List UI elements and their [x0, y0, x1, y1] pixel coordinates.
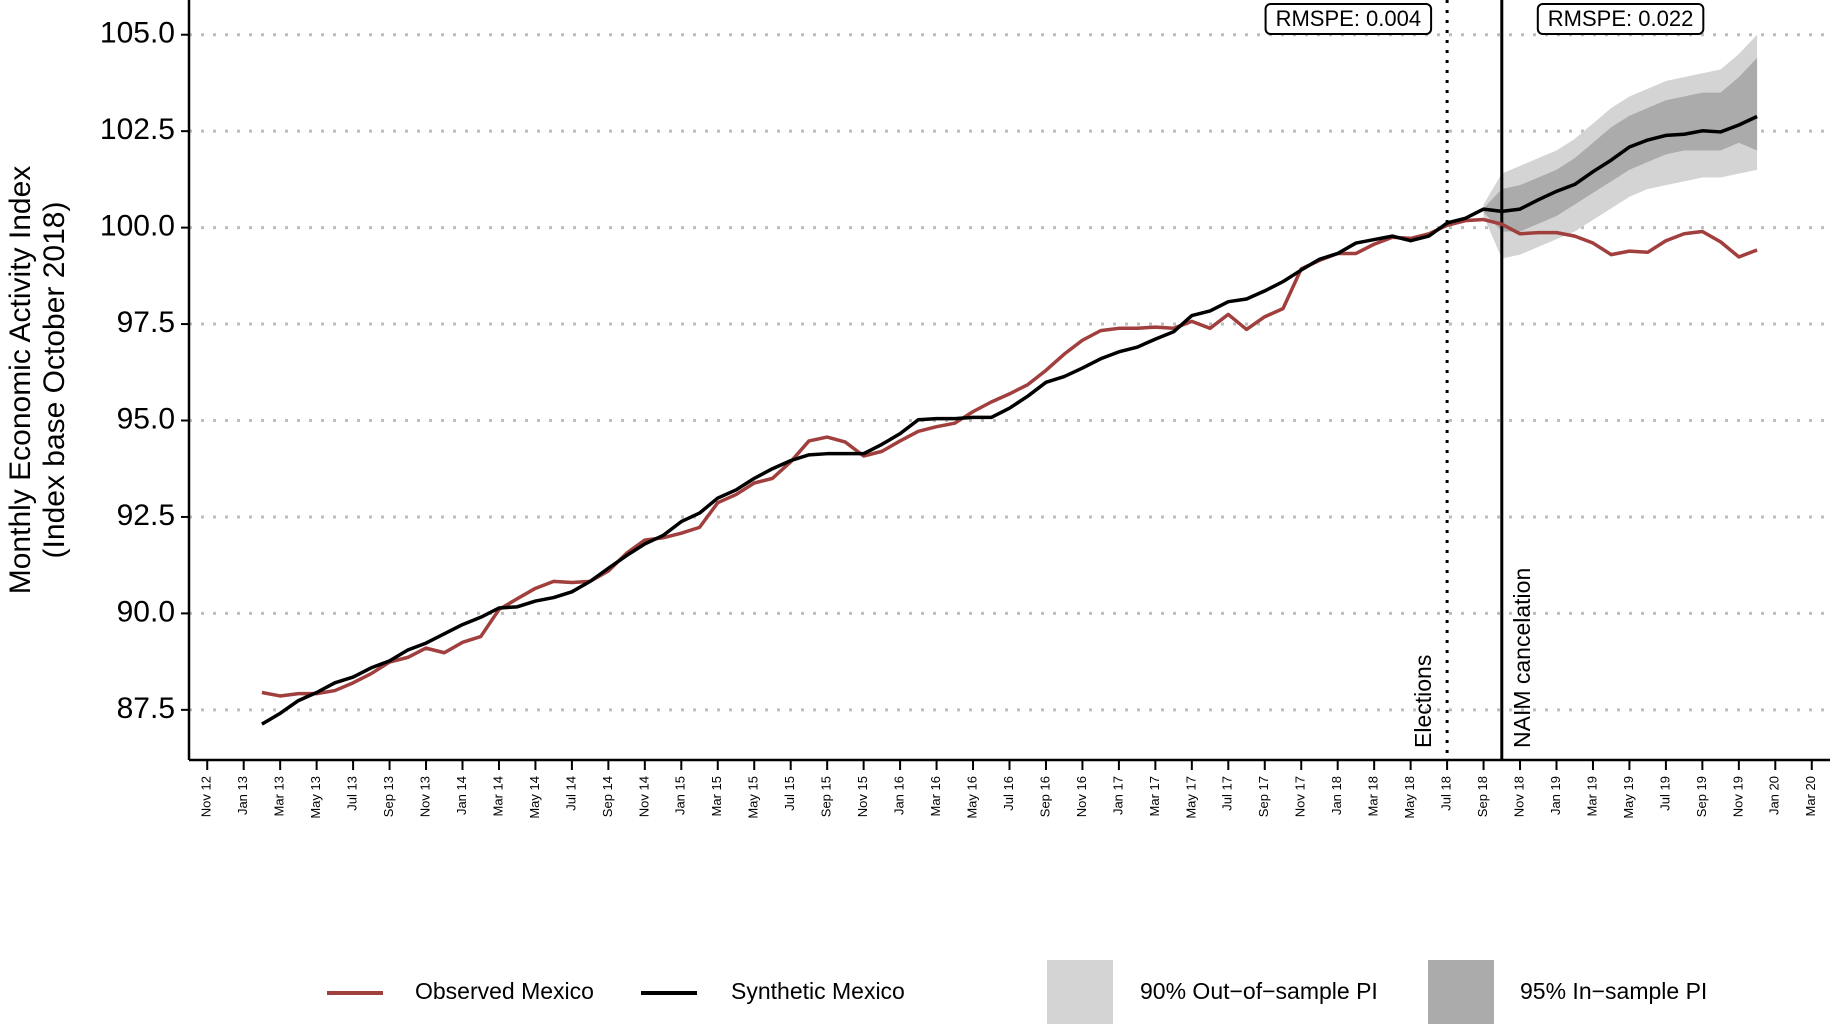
event-label: NAIM cancelation [1509, 568, 1535, 748]
x-tick-label: Sep 19 [1694, 776, 1709, 817]
x-tick-label: Sep 14 [600, 776, 615, 817]
x-tick-label: Jan 16 [892, 776, 907, 815]
rmspe-box: RMSPE: 0.022 [1536, 3, 1705, 35]
y-tick-label: 95.0 [117, 402, 175, 435]
x-tick-label: Jul 15 [782, 776, 797, 811]
x-tick-label: May 18 [1402, 776, 1417, 819]
legend-swatch [1047, 960, 1113, 1024]
legend-label: Observed Mexico [415, 978, 594, 1004]
x-tick-label: Mar 18 [1366, 776, 1381, 816]
y-tick-label: 102.5 [100, 113, 175, 146]
x-tick-label: Nov 17 [1293, 776, 1308, 817]
x-tick-label: Jan 18 [1329, 776, 1344, 815]
legend-swatch [1428, 960, 1494, 1024]
x-tick-label: May 14 [527, 776, 542, 819]
x-tick-label: Mar 15 [709, 776, 724, 816]
x-tick-label: Jul 16 [1001, 776, 1016, 811]
x-tick-label: Sep 13 [381, 776, 396, 817]
legend-label: 90% Out−of−sample PI [1140, 978, 1378, 1004]
x-tick-label: May 17 [1183, 776, 1198, 819]
x-tick-label: Mar 14 [490, 776, 505, 816]
y-tick-label: 92.5 [117, 499, 175, 532]
x-tick-label: Mar 17 [1147, 776, 1162, 816]
x-tick-label: Nov 18 [1511, 776, 1526, 817]
y-axis-title: (Index base October 2018) [38, 202, 71, 559]
x-tick-label: Mar 20 [1803, 776, 1818, 816]
x-tick-label: Jul 14 [563, 776, 578, 811]
event-label: Elections [1410, 655, 1436, 748]
x-tick-label: Jan 20 [1767, 776, 1782, 815]
x-tick-label: Nov 16 [1074, 776, 1089, 817]
rmspe-label: RMSPE: 0.022 [1548, 6, 1694, 31]
y-axis-title: Monthly Economic Activity Index [4, 166, 37, 595]
x-tick-label: Sep 17 [1256, 776, 1271, 817]
x-tick-label: Nov 19 [1730, 776, 1745, 817]
y-tick-label: 105.0 [100, 17, 175, 50]
legend-label: Synthetic Mexico [731, 978, 905, 1004]
x-tick-label: May 19 [1621, 776, 1636, 819]
x-tick-label: Jan 14 [454, 776, 469, 815]
x-tick-label: Sep 15 [819, 776, 834, 817]
series-line [261, 217, 1758, 698]
interval-band [1483, 57, 1758, 232]
x-tick-label: Jul 17 [1220, 776, 1235, 811]
x-tick-label: Jan 15 [673, 776, 688, 815]
x-tick-label: Nov 14 [636, 776, 651, 817]
x-tick-label: Jul 13 [345, 776, 360, 811]
x-tick-label: Jan 13 [235, 776, 250, 815]
x-tick-label: Nov 13 [417, 776, 432, 817]
x-tick-label: Jan 17 [1110, 776, 1125, 815]
x-tick-label: May 15 [746, 776, 761, 819]
rmspe-frame [1536, 3, 1705, 35]
rmspe-frame [1264, 3, 1433, 35]
rmspe-label: RMSPE: 0.004 [1276, 6, 1422, 31]
legend-label: 95% In−sample PI [1520, 978, 1707, 1004]
rmspe-box: RMSPE: 0.004 [1264, 3, 1433, 35]
y-tick-label: 97.5 [117, 306, 175, 339]
y-tick-label: 100.0 [100, 210, 175, 243]
y-tick-label: 90.0 [117, 595, 175, 628]
x-tick-label: Mar 19 [1584, 776, 1599, 816]
x-tick-label: Mar 16 [928, 776, 943, 816]
x-tick-label: Nov 15 [855, 776, 870, 817]
series-line [261, 114, 1758, 726]
x-tick-label: Jan 19 [1548, 776, 1563, 815]
x-tick-label: Jul 18 [1439, 776, 1454, 811]
x-tick-label: May 13 [308, 776, 323, 819]
x-tick-label: Jul 19 [1657, 776, 1672, 811]
x-tick-label: Nov 12 [199, 776, 214, 817]
y-tick-label: 87.5 [117, 692, 175, 725]
x-tick-label: Mar 13 [272, 776, 287, 816]
x-tick-label: May 16 [964, 776, 979, 819]
x-tick-label: Sep 16 [1037, 776, 1052, 817]
x-tick-label: Sep 18 [1475, 776, 1490, 817]
